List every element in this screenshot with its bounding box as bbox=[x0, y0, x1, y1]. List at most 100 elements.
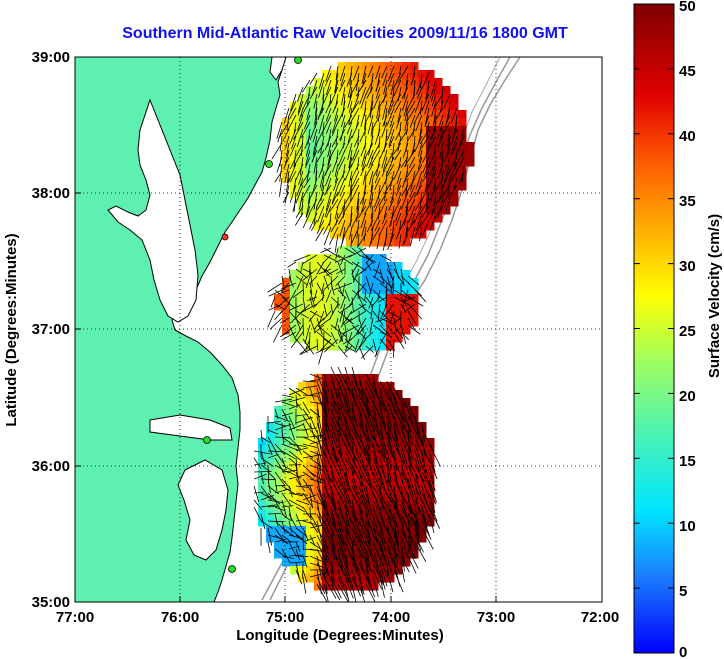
velocity-arrow bbox=[428, 499, 438, 522]
velocity-cell bbox=[298, 494, 307, 503]
velocity-cell bbox=[346, 294, 355, 303]
velocity-cell bbox=[330, 486, 339, 495]
colorbar-tick-label: 35 bbox=[679, 193, 696, 210]
velocity-arrow bbox=[302, 454, 321, 459]
velocity-cell bbox=[354, 302, 363, 311]
velocity-arrow bbox=[386, 163, 395, 177]
velocity-cell bbox=[442, 86, 451, 95]
velocity-arrow bbox=[414, 520, 420, 540]
velocity-arrow bbox=[393, 163, 402, 179]
velocity-arrow bbox=[428, 478, 437, 503]
velocity-cell bbox=[322, 326, 331, 335]
velocity-arrow bbox=[332, 100, 339, 114]
velocity-arrow bbox=[416, 86, 423, 99]
velocity-arrow bbox=[426, 121, 430, 138]
velocity-cell bbox=[322, 70, 331, 79]
velocity-cell bbox=[306, 382, 315, 391]
velocity-arrow bbox=[337, 562, 350, 584]
velocity-cell bbox=[354, 398, 363, 407]
velocity-cell bbox=[354, 142, 363, 151]
velocity-cell bbox=[314, 310, 323, 319]
velocity-cell bbox=[418, 222, 427, 231]
velocity-arrow bbox=[365, 576, 376, 598]
velocity-cell bbox=[322, 318, 331, 327]
velocity-cell bbox=[434, 198, 443, 207]
x-tick-label: 74:00 bbox=[372, 609, 410, 626]
velocity-arrow bbox=[281, 492, 292, 507]
velocity-cell bbox=[394, 558, 403, 567]
velocity-arrow bbox=[260, 504, 277, 508]
velocity-arrow bbox=[316, 436, 326, 457]
velocity-arrow bbox=[260, 457, 274, 467]
velocity-cell bbox=[354, 486, 363, 495]
velocity-cell bbox=[370, 214, 379, 223]
velocity-cell bbox=[418, 478, 427, 487]
velocity-arrow bbox=[321, 282, 325, 295]
velocity-arrow bbox=[407, 408, 415, 428]
velocity-arrow bbox=[302, 254, 318, 265]
velocity-arrow bbox=[253, 462, 267, 466]
velocity-cell bbox=[258, 454, 267, 463]
velocity-arrow bbox=[302, 478, 314, 494]
velocity-arrow bbox=[422, 149, 430, 163]
velocity-arrow bbox=[396, 170, 402, 184]
velocity-cell bbox=[322, 254, 331, 263]
velocity-arrow bbox=[281, 527, 296, 538]
velocity-cell bbox=[394, 270, 403, 279]
velocity-cell bbox=[314, 102, 323, 111]
velocity-arrow bbox=[443, 93, 451, 109]
velocity-arrow bbox=[302, 427, 317, 431]
velocity-cell bbox=[402, 214, 411, 223]
velocity-arrow bbox=[271, 142, 283, 160]
velocity-arrow bbox=[408, 198, 416, 212]
velocity-cell bbox=[394, 134, 403, 143]
velocity-cell bbox=[394, 430, 403, 439]
velocity-arrow bbox=[393, 317, 398, 333]
velocity-cell bbox=[354, 582, 363, 591]
velocity-arrow bbox=[323, 492, 329, 515]
velocity-arrow bbox=[393, 499, 403, 523]
velocity-arrow bbox=[338, 156, 346, 171]
velocity-cell bbox=[306, 462, 315, 471]
velocity-cell bbox=[290, 550, 299, 559]
velocity-cell bbox=[306, 518, 315, 527]
velocity-arrow bbox=[356, 156, 360, 171]
velocity-cell bbox=[330, 422, 339, 431]
velocity-arrow bbox=[400, 555, 410, 573]
velocity-arrow bbox=[411, 142, 416, 156]
velocity-cell bbox=[346, 150, 355, 159]
velocity-cell bbox=[282, 118, 291, 127]
velocity-arrow bbox=[295, 519, 309, 522]
velocity-arrow bbox=[434, 177, 444, 193]
velocity-arrow bbox=[316, 464, 322, 484]
velocity-cell bbox=[426, 470, 435, 479]
velocity-arrow bbox=[274, 398, 293, 403]
velocity-cell bbox=[282, 478, 291, 487]
velocity-arrow bbox=[386, 450, 392, 470]
velocity-cell bbox=[362, 374, 371, 383]
velocity-arrow bbox=[274, 471, 286, 487]
velocity-arrow bbox=[372, 436, 386, 459]
velocity-arrow bbox=[300, 121, 311, 138]
velocity-arrow bbox=[437, 121, 444, 138]
velocity-arrow bbox=[390, 191, 395, 205]
velocity-cell bbox=[434, 206, 443, 215]
velocity-arrow bbox=[334, 163, 339, 177]
velocity-arrow bbox=[414, 422, 425, 448]
velocity-arrow bbox=[337, 380, 346, 402]
velocity-cell bbox=[386, 558, 395, 567]
velocity-arrow bbox=[386, 401, 395, 420]
velocity-cell bbox=[458, 110, 467, 119]
velocity-cell bbox=[354, 70, 363, 79]
velocity-cell bbox=[370, 294, 379, 303]
velocity-cell bbox=[322, 102, 331, 111]
velocity-arrow bbox=[419, 226, 423, 242]
velocity-arrow bbox=[348, 289, 360, 308]
velocity-arrow bbox=[439, 184, 444, 202]
velocity-arrow bbox=[253, 471, 272, 473]
velocity-cell bbox=[386, 190, 395, 199]
velocity-cell bbox=[402, 166, 411, 175]
velocity-cell bbox=[298, 422, 307, 431]
velocity-arrow bbox=[316, 422, 326, 447]
velocity-arrow bbox=[428, 506, 441, 529]
